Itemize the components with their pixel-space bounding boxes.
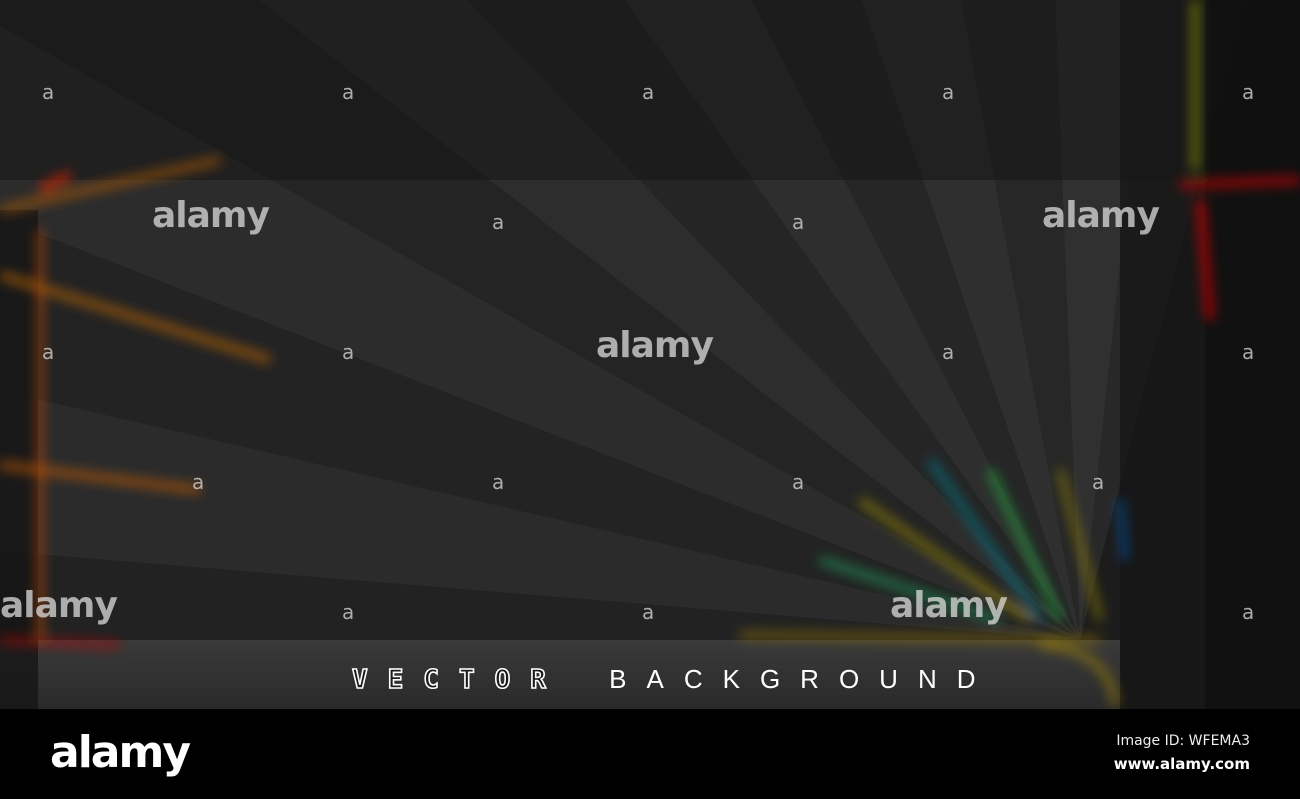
light-glows bbox=[0, 0, 1300, 706]
ray bbox=[0, 0, 1080, 640]
watermark-mark: a bbox=[942, 80, 954, 104]
left-band bbox=[0, 210, 38, 709]
watermark-mark: a bbox=[1242, 600, 1254, 624]
watermark-mark: a bbox=[1092, 470, 1104, 494]
ray bbox=[259, 0, 1080, 640]
ray bbox=[0, 0, 1080, 640]
ray bbox=[861, 0, 1080, 640]
ray bbox=[961, 0, 1080, 640]
watermark-mark: a bbox=[792, 470, 804, 494]
headline: VECTOR BACKGROUND bbox=[351, 664, 996, 696]
watermark-mark: a bbox=[1242, 80, 1254, 104]
watermark-mark: a bbox=[492, 470, 504, 494]
watermark-mark: a bbox=[192, 470, 204, 494]
ray bbox=[751, 0, 1080, 640]
watermark-logo: alamy bbox=[890, 585, 1008, 626]
ray bbox=[624, 0, 1080, 640]
alamy-logo: alamy bbox=[50, 727, 191, 778]
watermark-mark: a bbox=[42, 340, 54, 364]
site-url[interactable]: www.alamy.com bbox=[1113, 755, 1250, 773]
watermark-logo: alamy bbox=[152, 195, 270, 236]
right-band bbox=[1120, 0, 1205, 709]
watermark-logo: alamy bbox=[1042, 195, 1160, 236]
top-band bbox=[0, 0, 1300, 180]
watermark-mark: a bbox=[342, 340, 354, 364]
ray-background bbox=[0, 0, 1300, 709]
watermark-mark: a bbox=[42, 80, 54, 104]
watermark-mark: a bbox=[492, 210, 504, 234]
watermark-logo: alamy bbox=[0, 585, 118, 626]
headline-vector: VECTOR bbox=[351, 664, 566, 696]
image-id: Image ID: WFEMA3 bbox=[1116, 733, 1250, 749]
watermark-logo: alamy bbox=[596, 325, 714, 366]
footer-bar: alamy Image ID: WFEMA3 www.alamy.com bbox=[0, 709, 1300, 799]
watermark-mark: a bbox=[342, 600, 354, 624]
watermark-mark: a bbox=[1242, 340, 1254, 364]
watermark-mark: a bbox=[342, 80, 354, 104]
watermark-mark: a bbox=[942, 340, 954, 364]
headline-background: BACKGROUND bbox=[609, 664, 996, 694]
watermark-mark: a bbox=[792, 210, 804, 234]
bottom-band bbox=[0, 640, 1120, 709]
watermark-mark: a bbox=[642, 600, 654, 624]
watermark-mark: a bbox=[642, 80, 654, 104]
